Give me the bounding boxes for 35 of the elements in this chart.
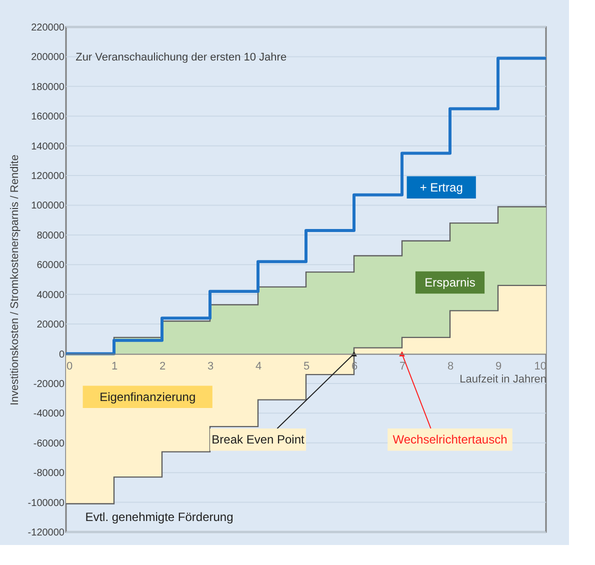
y-tick-label: 80000 — [36, 230, 65, 242]
x-tick-label: 3 — [207, 360, 214, 372]
series-label: Eigenfinanzierung — [100, 390, 196, 404]
series-label: + Ertrag — [420, 180, 463, 194]
y-tick-label: -120000 — [28, 528, 65, 538]
y-tick-label: 140000 — [31, 141, 65, 152]
y-tick-label: -40000 — [33, 408, 65, 420]
x-tick-label: 2 — [159, 360, 166, 372]
y-tick-label: 60000 — [36, 260, 65, 272]
x-tick-label: 5 — [303, 360, 310, 372]
y-tick-label: 160000 — [31, 112, 65, 123]
y-tick-label: 220000 — [31, 22, 65, 34]
y-tick-label: 40000 — [36, 290, 65, 301]
annotation: Wechselrichtertausch — [392, 432, 508, 447]
x-tick-label: 9 — [495, 360, 502, 372]
x-tick-label: 7 — [399, 360, 406, 372]
y-tick-label: 0 — [58, 349, 65, 360]
series-label: Ersparnis — [424, 275, 476, 290]
annotation: Evtl. genehmigte Förderung — [85, 510, 234, 524]
x-tick-label: 0 — [66, 360, 73, 372]
y-tick-label: -60000 — [33, 438, 65, 450]
y-tick-label: 20000 — [36, 320, 65, 331]
y-tick-label: -100000 — [28, 498, 65, 509]
annotation: Break Even Point — [212, 432, 306, 447]
y-tick-label: 100000 — [31, 200, 65, 212]
y-tick-label: -20000 — [33, 378, 65, 390]
x-tick-label: 1 — [111, 360, 118, 372]
annotation: Zur Veranschaulichung der ersten 10 Jahre — [76, 51, 287, 64]
y-tick-label: -80000 — [33, 468, 65, 480]
x-tick-label: 4 — [255, 360, 262, 372]
y-tick-label: 200000 — [31, 52, 65, 64]
y-tick-label: 180000 — [31, 82, 65, 93]
y-tick-label: 120000 — [31, 171, 65, 182]
y-axis-title: Investitionskosten / Stromkostenersparnis / Rendite — [8, 154, 21, 406]
x-tick-label: 8 — [447, 360, 454, 372]
